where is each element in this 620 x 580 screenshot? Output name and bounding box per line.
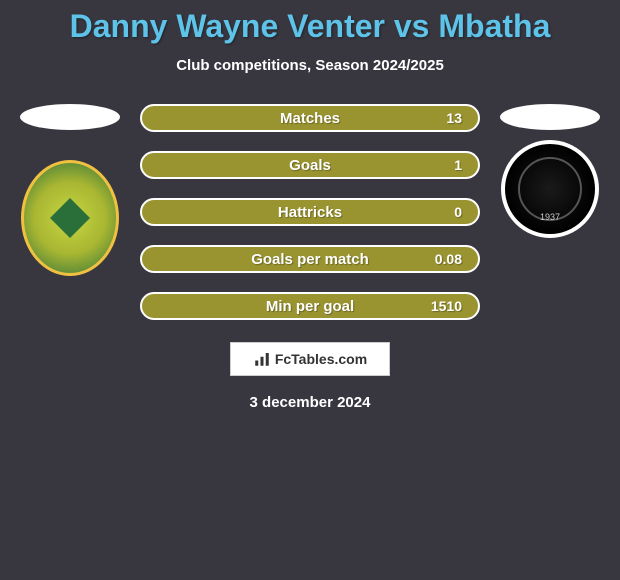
player-photo-right — [500, 104, 600, 130]
player-photo-left — [20, 104, 120, 130]
stat-label: Min per goal — [266, 298, 354, 315]
stats-column: Matches 13 Goals 1 Hattricks 0 Goals per… — [140, 104, 480, 320]
comparison-card: Danny Wayne Venter vs Mbatha Club compet… — [0, 0, 620, 411]
stat-value: 0.08 — [435, 251, 462, 267]
stat-bar-hattricks: Hattricks 0 — [140, 198, 480, 226]
right-column — [500, 104, 600, 238]
brand-footer[interactable]: FcTables.com — [230, 342, 390, 376]
chart-icon — [253, 350, 271, 368]
page-title: Danny Wayne Venter vs Mbatha — [0, 8, 620, 45]
club-logo-left — [21, 160, 119, 276]
stat-label: Hattricks — [278, 204, 342, 221]
club-logo-right — [501, 140, 599, 238]
stat-value: 0 — [454, 204, 462, 220]
stat-value: 1 — [454, 157, 462, 173]
stat-bar-gpm: Goals per match 0.08 — [140, 245, 480, 273]
brand-text: FcTables.com — [275, 351, 367, 367]
stat-bar-mpg: Min per goal 1510 — [140, 292, 480, 320]
stat-label: Goals per match — [251, 251, 369, 268]
date-label: 3 december 2024 — [0, 394, 620, 411]
stat-label: Goals — [289, 157, 331, 174]
stat-value: 13 — [446, 110, 462, 126]
subtitle: Club competitions, Season 2024/2025 — [0, 57, 620, 74]
left-column — [20, 104, 120, 276]
main-row: Matches 13 Goals 1 Hattricks 0 Goals per… — [0, 104, 620, 320]
stat-bar-goals: Goals 1 — [140, 151, 480, 179]
stat-label: Matches — [280, 110, 340, 127]
stat-bar-matches: Matches 13 — [140, 104, 480, 132]
stat-value: 1510 — [431, 298, 462, 314]
